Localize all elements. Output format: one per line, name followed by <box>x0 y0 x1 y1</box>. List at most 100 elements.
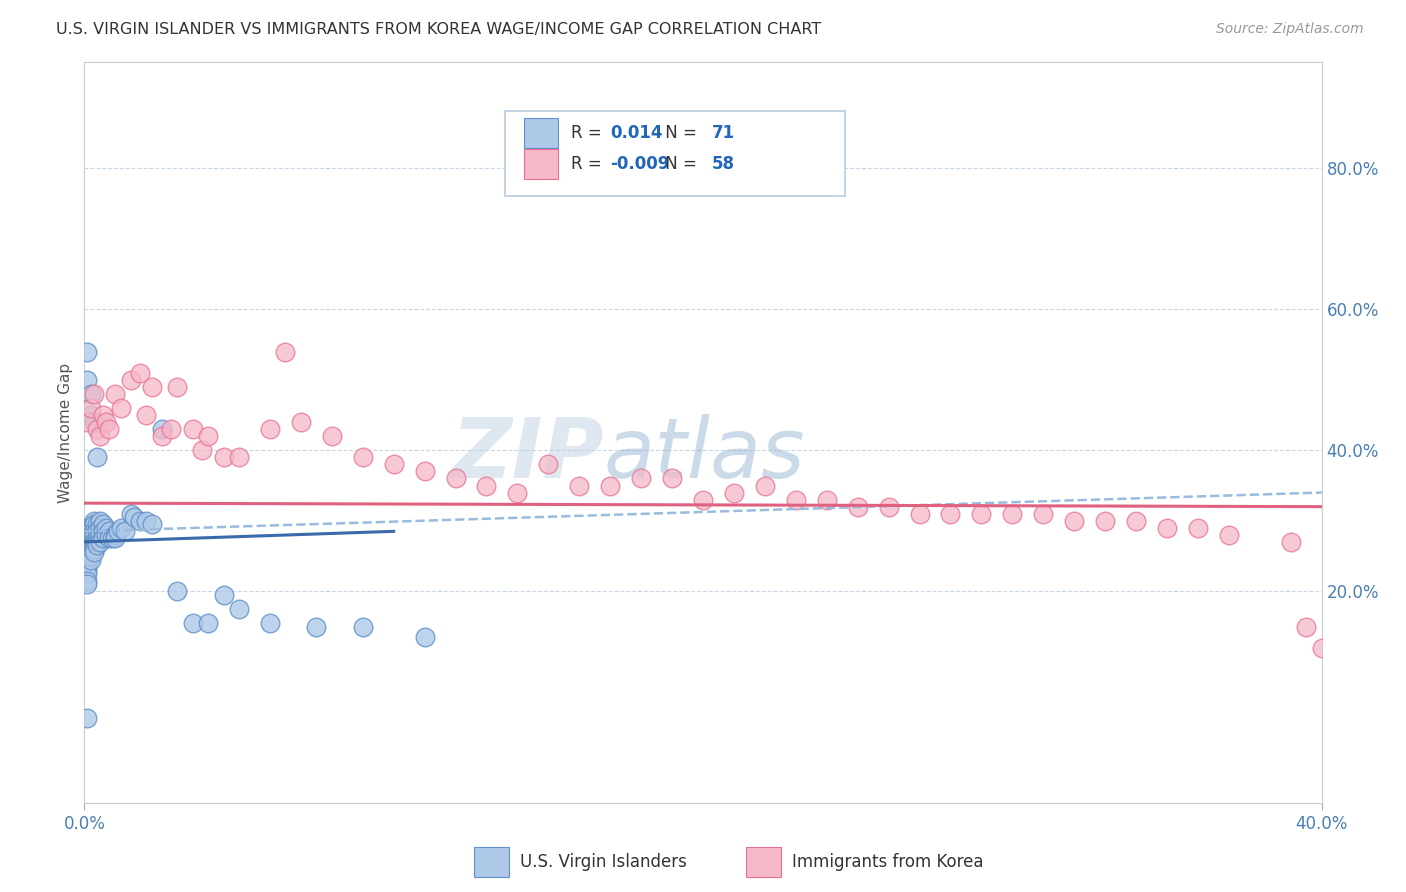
Point <box>76 415 98 429</box>
Point <box>89 535 111 549</box>
Text: Immigrants from Korea: Immigrants from Korea <box>792 853 984 871</box>
Point <box>76 711 98 725</box>
Point <box>79 532 101 546</box>
Point <box>91 524 114 539</box>
Point <box>114 524 136 539</box>
Point <box>1295 619 1317 633</box>
Point <box>94 521 117 535</box>
Text: R =: R = <box>571 124 606 142</box>
Bar <box>747 847 780 877</box>
Point <box>120 373 142 387</box>
Point <box>212 450 235 465</box>
Point <box>98 532 121 546</box>
Point <box>191 443 214 458</box>
Point <box>122 510 145 524</box>
Point <box>76 552 98 566</box>
Point <box>79 549 101 563</box>
Point <box>141 380 163 394</box>
Point <box>110 521 132 535</box>
Text: ZIP: ZIP <box>451 414 605 495</box>
Point <box>908 507 931 521</box>
Point <box>76 549 98 563</box>
Point <box>815 492 838 507</box>
Point <box>352 450 374 465</box>
Point <box>76 344 98 359</box>
Point <box>290 415 312 429</box>
Text: Source: ZipAtlas.com: Source: ZipAtlas.com <box>1216 22 1364 37</box>
Text: U.S. VIRGIN ISLANDER VS IMMIGRANTS FROM KOREA WAGE/INCOME GAP CORRELATION CHART: U.S. VIRGIN ISLANDER VS IMMIGRANTS FROM … <box>56 22 821 37</box>
Point <box>79 552 101 566</box>
Point <box>1218 528 1240 542</box>
Text: 58: 58 <box>711 155 735 173</box>
Point <box>98 524 121 539</box>
Point <box>135 408 157 422</box>
Text: N =: N = <box>659 124 702 142</box>
Point <box>83 517 105 532</box>
Point <box>79 535 101 549</box>
Point <box>228 450 250 465</box>
Point <box>79 387 101 401</box>
Point <box>413 464 436 478</box>
Point <box>76 538 98 552</box>
Point <box>1310 640 1333 655</box>
Point <box>150 422 173 436</box>
Point <box>661 471 683 485</box>
Point <box>104 528 127 542</box>
Point <box>79 538 101 552</box>
Point <box>754 478 776 492</box>
Text: R =: R = <box>571 155 606 173</box>
Point <box>83 541 105 556</box>
Point <box>1187 521 1209 535</box>
Point <box>321 429 343 443</box>
Point <box>79 541 101 556</box>
Point <box>181 422 204 436</box>
Point <box>86 450 108 465</box>
Point <box>104 387 127 401</box>
Point <box>166 380 188 394</box>
Point <box>89 528 111 542</box>
Point <box>91 408 114 422</box>
Point <box>1063 514 1085 528</box>
Point <box>723 485 745 500</box>
Point <box>79 401 101 415</box>
Point <box>110 401 132 415</box>
Bar <box>523 149 558 178</box>
Point <box>382 458 405 472</box>
Point <box>76 373 98 387</box>
Point <box>1001 507 1024 521</box>
Text: N =: N = <box>659 155 702 173</box>
Point <box>83 387 105 401</box>
Point <box>86 532 108 546</box>
Point <box>259 422 281 436</box>
Point <box>352 619 374 633</box>
Point <box>107 524 129 539</box>
Point <box>259 615 281 630</box>
Point <box>76 545 98 559</box>
Point <box>1279 535 1302 549</box>
Point <box>89 521 111 535</box>
Point <box>76 535 98 549</box>
Point <box>101 532 124 546</box>
Point <box>86 422 108 436</box>
Point <box>129 366 152 380</box>
Bar <box>474 847 509 877</box>
Point <box>76 556 98 570</box>
Text: -0.009: -0.009 <box>610 155 669 173</box>
Point <box>120 507 142 521</box>
Point <box>86 535 108 549</box>
Point <box>83 514 105 528</box>
Point <box>274 344 297 359</box>
Point <box>76 563 98 577</box>
Point <box>413 630 436 644</box>
Point <box>91 532 114 546</box>
Point <box>86 538 108 552</box>
Point <box>166 584 188 599</box>
Text: atlas: atlas <box>605 414 806 495</box>
Point <box>91 517 114 532</box>
Point <box>79 528 101 542</box>
Point <box>98 422 121 436</box>
Point <box>83 538 105 552</box>
Point <box>599 478 621 492</box>
Point <box>89 514 111 528</box>
Point <box>846 500 869 514</box>
